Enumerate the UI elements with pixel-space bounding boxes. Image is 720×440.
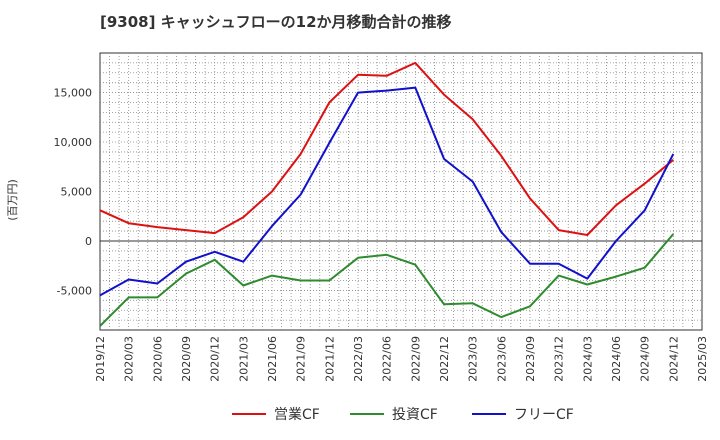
x-tick-label: 2024/09 (639, 336, 652, 382)
series-line-投資CF (99, 233, 675, 327)
legend: 営業CF 投資CF フリーCF (232, 407, 574, 423)
chart-title: [9308] キャッシュフローの12か月移動合計の推移 (100, 13, 452, 31)
x-tick-label: 2023/12 (553, 336, 566, 382)
legend-label: 営業CF (274, 407, 320, 423)
x-tick-label: 2024/03 (581, 336, 594, 382)
x-tick-label: 2023/09 (524, 336, 537, 382)
x-tick-label: 2021/12 (323, 336, 336, 382)
legend-label: 投資CF (392, 407, 438, 423)
x-tick-label: 2020/06 (151, 336, 164, 382)
series-line-営業CF (99, 61, 674, 236)
series-lines (99, 61, 675, 327)
x-tick-label: 2022/12 (438, 336, 451, 382)
x-tick-label: 2025/03 (696, 336, 709, 382)
x-tick-label: 2023/06 (495, 336, 508, 382)
x-tick-label: 2020/09 (180, 336, 193, 382)
x-tick-label: 2022/03 (352, 336, 365, 382)
y-tick-label: 5,000 (61, 186, 93, 199)
x-tick-label: 2022/06 (381, 336, 394, 382)
x-tick-label: 2020/03 (123, 336, 136, 382)
x-tick-label: 2024/12 (667, 336, 680, 382)
x-tick-label: 2021/06 (266, 336, 279, 382)
x-tick-label: 2021/03 (237, 336, 250, 382)
x-tick-label: 2024/06 (610, 336, 623, 382)
y-tick-label: 0 (85, 235, 92, 248)
x-axis-ticks: 2019/12 2020/03 2020/06 2020/09 2020/12 2021/… (94, 336, 709, 382)
y-axis-ticks: 15,000 10,000 5,000 0 -5,000 (54, 87, 93, 298)
x-tick-label: 2020/12 (209, 336, 222, 382)
x-tick-label: 2021/09 (295, 336, 308, 382)
series-line-フリーCF (99, 86, 675, 297)
legend-label: フリーCF (514, 407, 574, 423)
y-axis-label: (百万円) (6, 179, 19, 221)
y-tick-label: 10,000 (54, 136, 93, 149)
x-tick-label: 2019/12 (94, 336, 107, 382)
horizontal-gridlines (100, 62, 702, 321)
y-tick-label: -5,000 (57, 284, 92, 297)
x-tick-label: 2023/03 (467, 336, 480, 382)
x-tick-label: 2022/09 (409, 336, 422, 382)
y-tick-label: 15,000 (54, 87, 93, 100)
